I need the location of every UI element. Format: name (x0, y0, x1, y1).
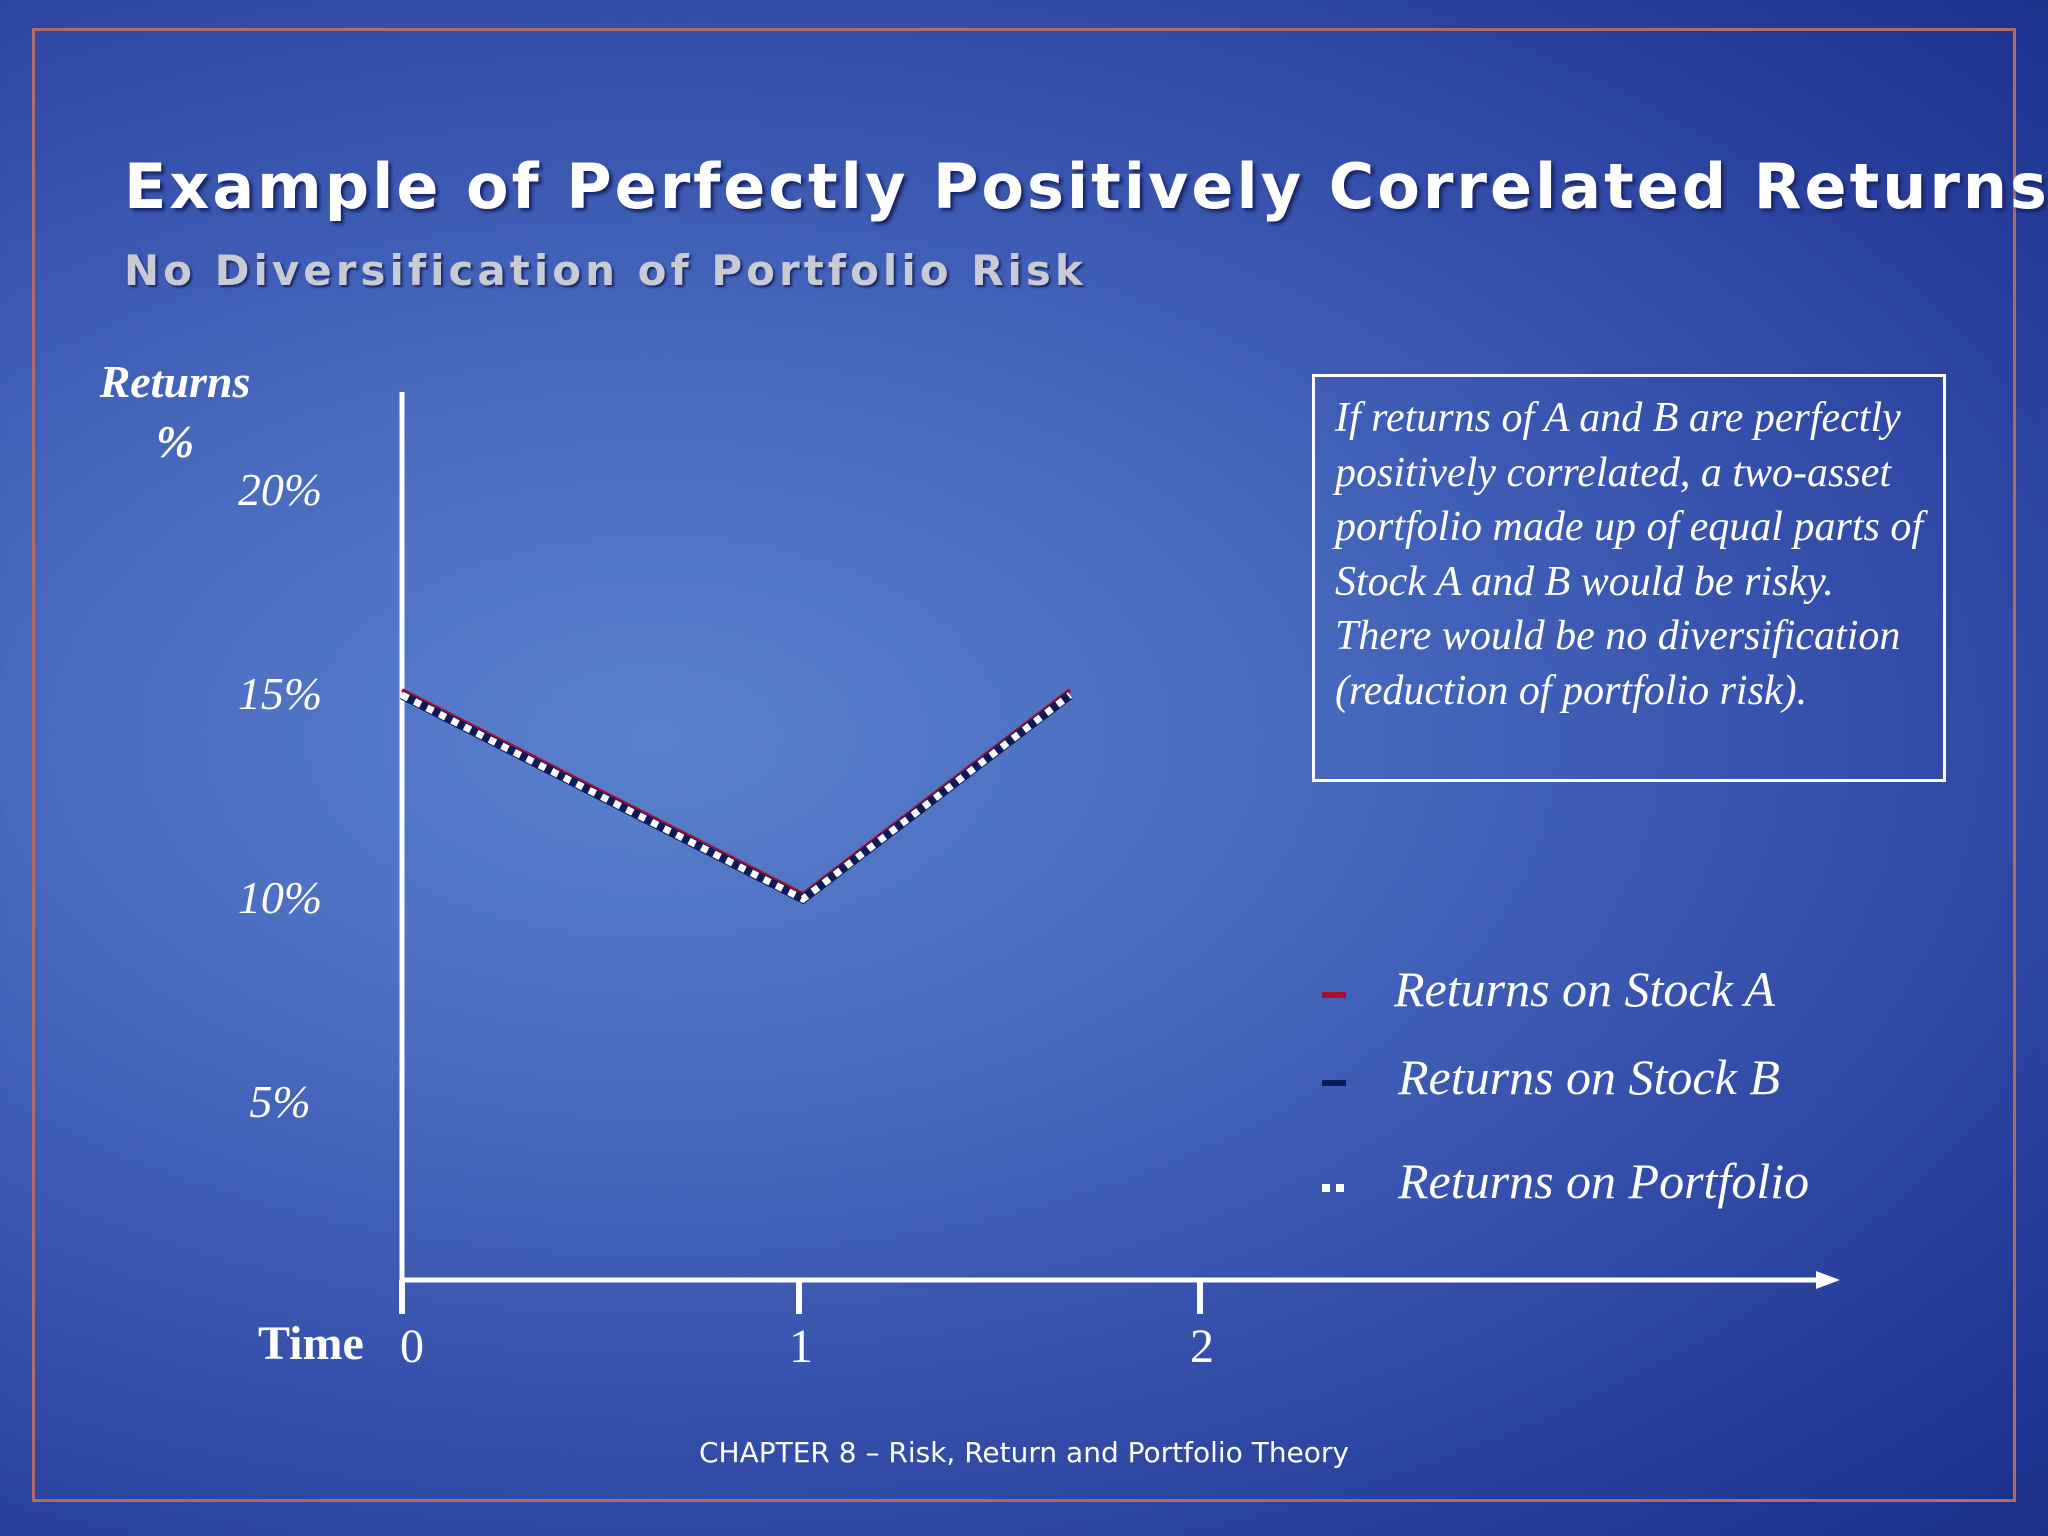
slide-subtitle: No Diversification of Portfolio Risk (124, 246, 1087, 295)
explanation-box: If returns of A and B are perfectly posi… (1312, 374, 1946, 782)
legend-label-stock-a: Returns on Stock A (1394, 961, 1775, 1017)
y-tick-label: 15% (238, 668, 322, 719)
y-tick-label: 10% (238, 872, 322, 923)
legend-swatch-portfolio (1322, 1184, 1344, 1192)
series-line-stock-b (399, 690, 1073, 905)
y-axis-label-line2: % (155, 416, 195, 467)
x-tick-label: 2 (1190, 1320, 1214, 1373)
slide-footer: CHAPTER 8 – Risk, Return and Portfolio T… (698, 1436, 1349, 1469)
y-tick-label: 5% (249, 1076, 310, 1127)
legend-label-stock-b: Returns on Stock B (1398, 1049, 1780, 1105)
x-tick-label: 0 (400, 1320, 424, 1373)
y-tick-label: 20% (238, 464, 322, 515)
y-axis-label: Returns % (60, 352, 290, 472)
slide-title: Example of Perfectly Positively Correlat… (124, 150, 2048, 223)
x-axis-arrowhead (1816, 1271, 1840, 1289)
y-tick-labels: 20% 15% 10% 5% (238, 464, 322, 1127)
legend-label-portfolio: Returns on Portfolio (1398, 1153, 1810, 1209)
y-axis-label-line1: Returns (99, 356, 251, 407)
x-tick-labels: 0 1 2 (399, 1280, 1214, 1373)
chart-axes (399, 392, 1840, 1289)
slide-frame (32, 28, 2016, 1502)
series-line-portfolio (400, 691, 1073, 904)
x-tick-label: 1 (789, 1320, 813, 1373)
x-axis-label: Time (258, 1317, 364, 1370)
legend-swatch-stock-a (1322, 992, 1346, 998)
legend-swatch-stock-b (1322, 1080, 1346, 1086)
series-lines (399, 688, 1073, 905)
